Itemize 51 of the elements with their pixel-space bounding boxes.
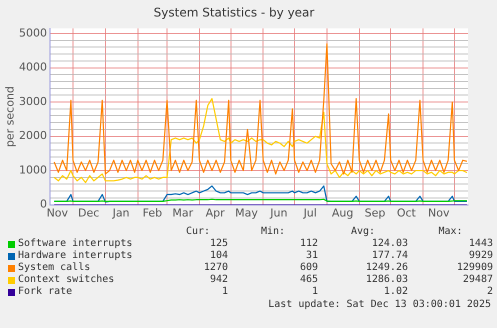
text: 124.03 <box>370 238 408 250</box>
text: 29487 <box>462 274 493 286</box>
x-tick-label: Nov <box>428 206 450 220</box>
x-tick-label: Dec <box>78 206 100 220</box>
text: 942 <box>208 274 228 286</box>
text: 31 <box>304 250 318 262</box>
y-tick-label: 0 <box>40 198 47 211</box>
text: 1249.26 <box>364 262 408 274</box>
text: 1443 <box>468 238 493 250</box>
text: 9929 <box>468 250 493 262</box>
text: 125 <box>208 238 228 250</box>
text: 1 <box>220 286 228 298</box>
legend-label: Software interrupts <box>18 238 134 250</box>
x-tick-label: Aug <box>332 206 354 220</box>
y-tick-label: 5000 <box>19 26 47 40</box>
x-tick-label: Mar <box>172 206 194 220</box>
chart-title: System Statistics - by year <box>154 5 314 20</box>
x-tick-label: Sep <box>364 206 386 220</box>
y-tick-label: 1000 <box>19 163 47 176</box>
x-tick-label: Apr <box>206 206 226 220</box>
text: Cur: <box>184 226 211 238</box>
text: 177.74 <box>370 250 408 262</box>
y-tick-label: 4000 <box>19 60 47 74</box>
text: 1 <box>310 286 318 298</box>
text: 609 <box>298 262 318 274</box>
text: 112 <box>298 238 318 250</box>
text: 104 <box>208 250 228 262</box>
legend-label: System calls <box>18 262 92 274</box>
legend-label: Context switches <box>18 274 116 286</box>
x-tick-label: Jan <box>112 206 130 220</box>
x-tick-label: Oct <box>396 206 417 220</box>
text: 2 <box>486 286 493 298</box>
y-tick-label: 2000 <box>19 129 47 142</box>
x-tick-label: Jun <box>269 206 288 220</box>
x-tick-label: Feb <box>142 206 162 220</box>
y-tick-label: 3000 <box>19 94 47 108</box>
text: 129909 <box>456 262 493 274</box>
x-tick-label: Jul <box>302 206 317 220</box>
text: Last update: Sat Dec 13 03:00:01 2025 <box>267 299 491 311</box>
x-tick-label: May <box>235 206 258 220</box>
text: Min: <box>260 226 286 238</box>
x-tick-label: Nov <box>46 206 69 220</box>
text: 1.02 <box>382 286 408 298</box>
text: 1270 <box>202 262 228 274</box>
text: Max: <box>437 226 464 238</box>
legend-label: Hardware interrupts <box>18 250 134 262</box>
text: 465 <box>298 274 318 286</box>
text: 1286.03 <box>364 274 408 286</box>
y-axis-title: per second <box>3 86 16 148</box>
legend-label: Fork rate <box>18 286 74 298</box>
text: Avg: <box>350 226 376 238</box>
